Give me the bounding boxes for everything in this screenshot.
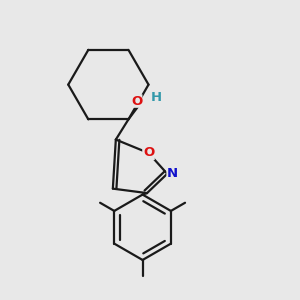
Text: O: O: [131, 94, 142, 108]
Text: H: H: [151, 91, 162, 104]
Text: N: N: [167, 167, 178, 180]
Text: O: O: [143, 146, 154, 160]
